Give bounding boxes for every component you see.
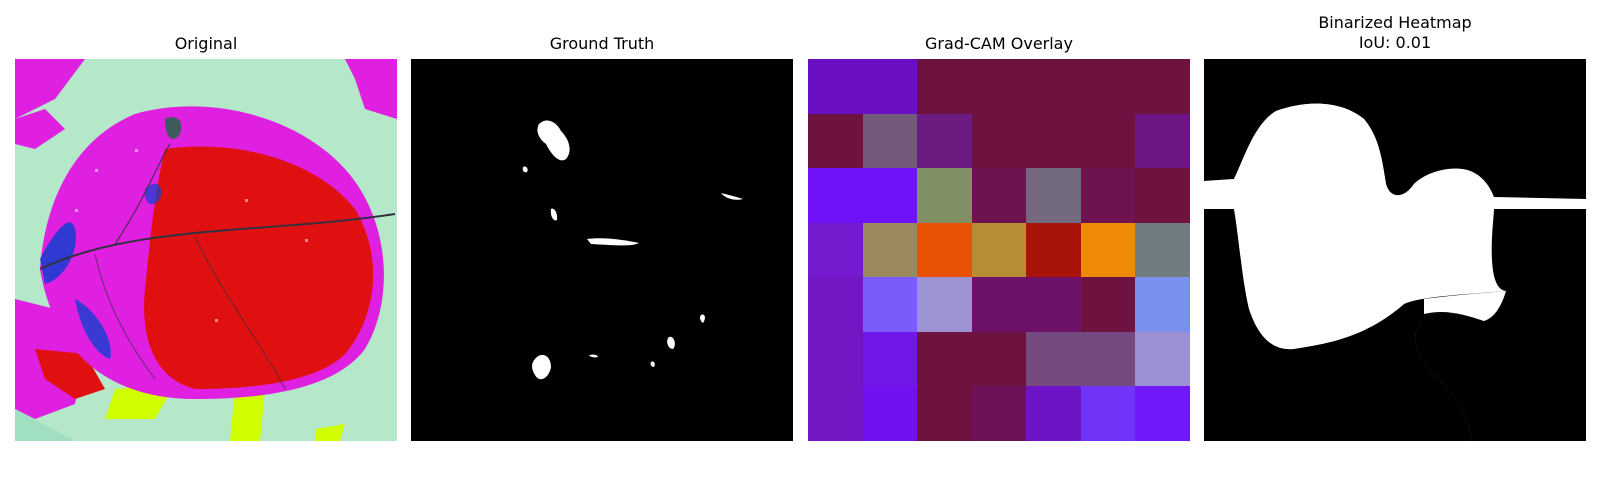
overlay-cell (917, 168, 972, 223)
overlay-cell (1026, 222, 1081, 278)
overlay-cell (917, 59, 972, 114)
overlay-cell (971, 277, 1027, 332)
overlay-cell (1135, 222, 1190, 278)
overlay-cell (971, 222, 1027, 278)
overlay-cell (1026, 168, 1081, 223)
overlay-cell (1080, 113, 1136, 169)
overlay-cell (917, 277, 972, 332)
overlay-cell (1080, 59, 1136, 114)
overlay-cell (862, 277, 918, 332)
overlay-cell (917, 331, 972, 387)
overlay-title: Grad-CAM Overlay (925, 34, 1073, 53)
overlay-cell (1080, 277, 1136, 332)
overlay-cell (1026, 113, 1081, 169)
ground-truth-title: Ground Truth (549, 34, 655, 53)
overlay-cell (1080, 222, 1136, 278)
binarized-title: Binarized Heatmap IoU: 0.01 (1204, 13, 1586, 53)
overlay-cell (862, 168, 918, 223)
overlay-cell (1080, 168, 1136, 223)
overlay-cell (917, 113, 972, 169)
overlay-cell (808, 113, 863, 169)
binarized-title-line1: Binarized Heatmap (1318, 13, 1472, 32)
overlay-cell (808, 277, 863, 332)
overlay-cell (971, 168, 1027, 223)
overlay-cell (1135, 277, 1190, 332)
overlay-cell (808, 386, 863, 441)
ground-truth-mask (411, 59, 793, 441)
overlay-cell (862, 386, 918, 441)
overlay-cell (1135, 331, 1190, 387)
binarized-heatmap (1204, 59, 1586, 441)
overlay-cell (917, 222, 972, 278)
overlay-cell (1135, 168, 1190, 223)
overlay-cell (1026, 277, 1081, 332)
iou-label: IoU: 0.01 (1358, 33, 1432, 52)
overlay-cell (862, 331, 918, 387)
overlay-cell (1080, 331, 1136, 387)
overlay-cell (971, 59, 1027, 114)
overlay-cell (1135, 113, 1190, 169)
overlay-cell (1026, 59, 1081, 114)
overlay-cell (971, 331, 1027, 387)
overlay-cell (808, 331, 863, 387)
overlay-cell (1080, 386, 1136, 441)
overlay-cell (862, 113, 918, 169)
original-title: Original (174, 34, 238, 53)
overlay-cell (1026, 331, 1081, 387)
overlay-cell (862, 59, 918, 114)
overlay-cell (1135, 59, 1190, 114)
overlay-cell (808, 222, 863, 278)
overlay-cell (808, 168, 863, 223)
gradcam-overlay (808, 59, 1190, 441)
overlay-cell (917, 386, 972, 441)
overlay-cell (1135, 386, 1190, 441)
overlay-cell (808, 59, 863, 114)
overlay-cell (971, 386, 1027, 441)
original-image (15, 59, 397, 441)
overlay-cell (862, 222, 918, 278)
overlay-cell (1026, 386, 1081, 441)
overlay-cell (971, 113, 1027, 169)
overlay-grid (808, 59, 1190, 441)
